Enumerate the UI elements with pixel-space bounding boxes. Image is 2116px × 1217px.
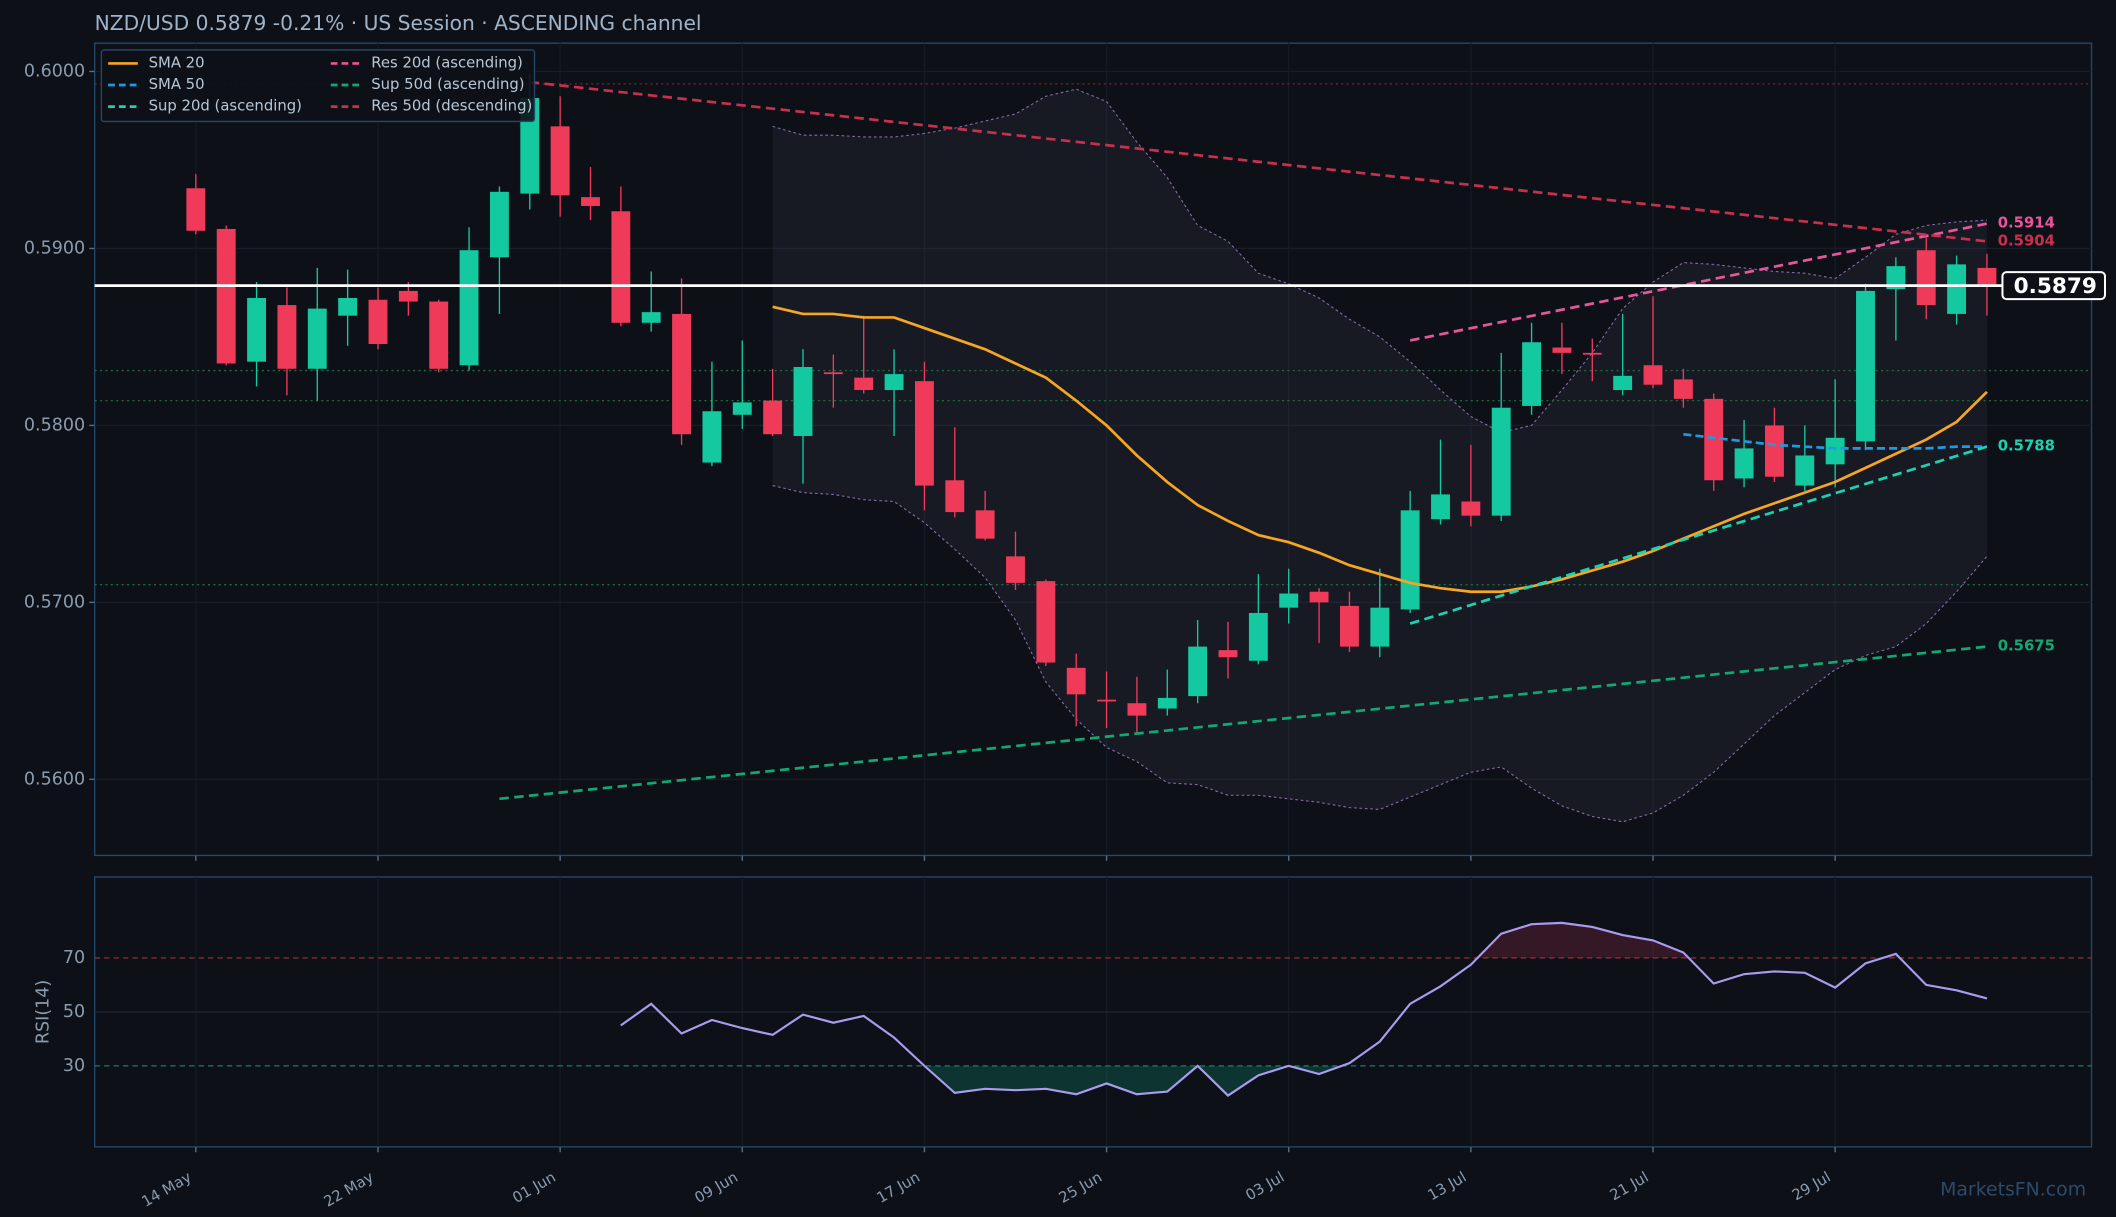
candle-body	[1582, 352, 1602, 355]
candle-body	[1764, 425, 1784, 477]
rsi-tick-label: 30	[63, 1056, 85, 1076]
candle-body	[1339, 605, 1359, 647]
candle-body	[1886, 266, 1906, 290]
trendline	[1409, 445, 1988, 625]
trendline-label: 0.5788	[1998, 438, 2055, 455]
rsi-shade	[620, 922, 1987, 958]
legend-label: Sup 20d (ascending)	[149, 98, 302, 115]
rsi-shade	[620, 1065, 1987, 1096]
y-tick-label: 0.6000	[24, 61, 85, 81]
candle-body	[489, 191, 509, 258]
candle-body	[611, 211, 631, 323]
candle-body	[1673, 379, 1693, 399]
rsi-line	[620, 921, 1988, 1097]
candle-body	[338, 297, 358, 316]
current-price-label: 0.5879	[2014, 274, 2097, 299]
candle-body	[1552, 347, 1572, 353]
band-lower	[772, 485, 1988, 823]
y-tick-label: 0.5600	[24, 769, 85, 789]
candle-body	[1431, 494, 1450, 520]
candle-body	[1704, 398, 1724, 481]
candle-body	[1036, 581, 1056, 663]
candle-body	[945, 480, 965, 513]
candle-body	[1097, 699, 1117, 702]
candle-body	[1400, 510, 1420, 610]
candle-body	[793, 367, 813, 437]
legend-label: SMA 20	[149, 54, 205, 71]
candle-body	[459, 250, 479, 366]
sma-line	[1683, 432, 1987, 450]
candle-body	[398, 290, 418, 302]
candle-body	[1066, 667, 1086, 695]
band-fill	[772, 89, 1987, 822]
candle-body	[732, 402, 752, 415]
candle-body	[854, 377, 874, 391]
trendline	[499, 645, 1988, 801]
candle-body	[1947, 264, 1967, 314]
candle-body	[1127, 703, 1147, 716]
rsi-axis-label: RSI(14)	[33, 980, 53, 1044]
candle-body	[1279, 593, 1299, 608]
trendline	[529, 80, 1988, 243]
price-panel	[93, 42, 2093, 857]
candle-body	[1856, 290, 1875, 442]
candle-body	[368, 299, 388, 345]
sma-line	[772, 305, 1988, 594]
candle-body	[1916, 250, 1936, 306]
y-tick-label: 0.5700	[24, 592, 85, 612]
watermark: MarketsFN.com	[1940, 1179, 2086, 1201]
candle-body	[1491, 407, 1511, 516]
candle-body	[216, 228, 236, 364]
candle-body	[1248, 612, 1268, 661]
candle-body	[550, 126, 570, 196]
candle-body	[1006, 556, 1025, 583]
candle-body	[914, 381, 934, 486]
legend-label: Res 20d (ascending)	[371, 54, 523, 71]
y-tick-label: 0.5800	[24, 415, 85, 435]
trendline-label: 0.5904	[1998, 232, 2055, 249]
candle-body	[307, 308, 327, 369]
candle-body	[1522, 342, 1542, 406]
candle-body	[1977, 267, 1997, 286]
candle-body	[1734, 448, 1754, 479]
trendline-label: 0.5914	[1998, 215, 2055, 232]
candle-body	[429, 301, 449, 369]
candle-body	[1643, 365, 1663, 385]
candle-body	[1370, 607, 1390, 647]
candle-body	[186, 188, 206, 231]
candle-body	[1613, 375, 1633, 391]
candle-body	[641, 312, 661, 323]
rsi-tick-label: 50	[63, 1002, 85, 1022]
trendline	[1409, 222, 1988, 342]
rsi-tick-label: 70	[63, 948, 85, 968]
legend-label: SMA 50	[149, 76, 205, 93]
candle-body	[763, 400, 783, 435]
candle-body	[1461, 501, 1481, 516]
legend	[100, 49, 536, 123]
current-price-box	[2001, 271, 2107, 301]
candle-body	[823, 372, 843, 375]
candle-body	[277, 305, 297, 369]
candle-body	[1188, 646, 1208, 697]
candle-body	[1309, 591, 1329, 603]
candle-body	[884, 374, 904, 391]
candle-body	[1218, 650, 1238, 658]
candle-body	[581, 197, 600, 206]
candle-body	[672, 313, 692, 435]
candle-body	[1157, 697, 1177, 709]
legend-label: Res 50d (descending)	[371, 98, 532, 115]
legend-label: Sup 50d (ascending)	[371, 76, 524, 93]
trendline-label: 0.5675	[1998, 638, 2055, 655]
candle-body	[247, 297, 267, 362]
y-tick-label: 0.5900	[24, 238, 85, 258]
chart-title: NZD/USD 0.5879 -0.21% · US Session · ASC…	[95, 11, 702, 35]
candle-body	[975, 510, 995, 539]
candle-body	[1825, 437, 1845, 465]
candle-body	[702, 411, 722, 463]
candle-body	[1795, 455, 1815, 486]
